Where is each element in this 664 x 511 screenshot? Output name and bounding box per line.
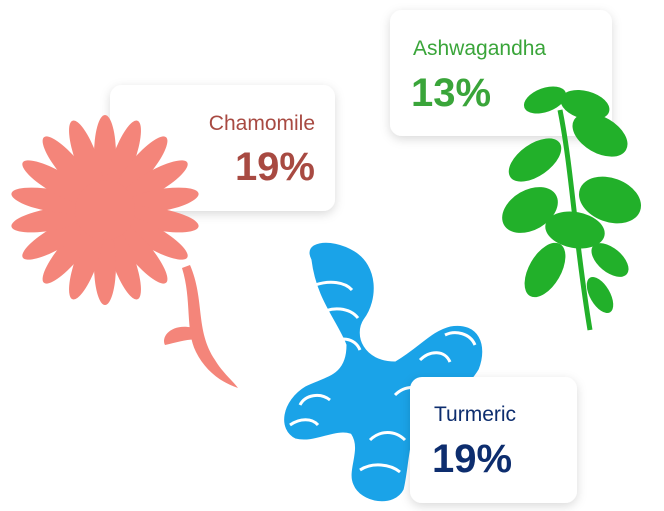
item-name: Turmeric — [434, 403, 516, 426]
page: {"items": [ {"name": "Chamomile", "value… — [0, 0, 664, 511]
leaf — [501, 130, 569, 191]
item-value: 19% — [235, 145, 315, 189]
item-name: Ashwagandha — [413, 37, 546, 60]
infographic: Chamomile 19% Ashwagandha 13% Turmeric 1… — [0, 0, 664, 511]
item-name: Chamomile — [209, 112, 315, 135]
stem — [182, 265, 238, 388]
item-value: 19% — [432, 437, 512, 481]
item-value: 13% — [411, 71, 491, 115]
leaf — [516, 236, 574, 304]
flower-center — [75, 180, 135, 240]
